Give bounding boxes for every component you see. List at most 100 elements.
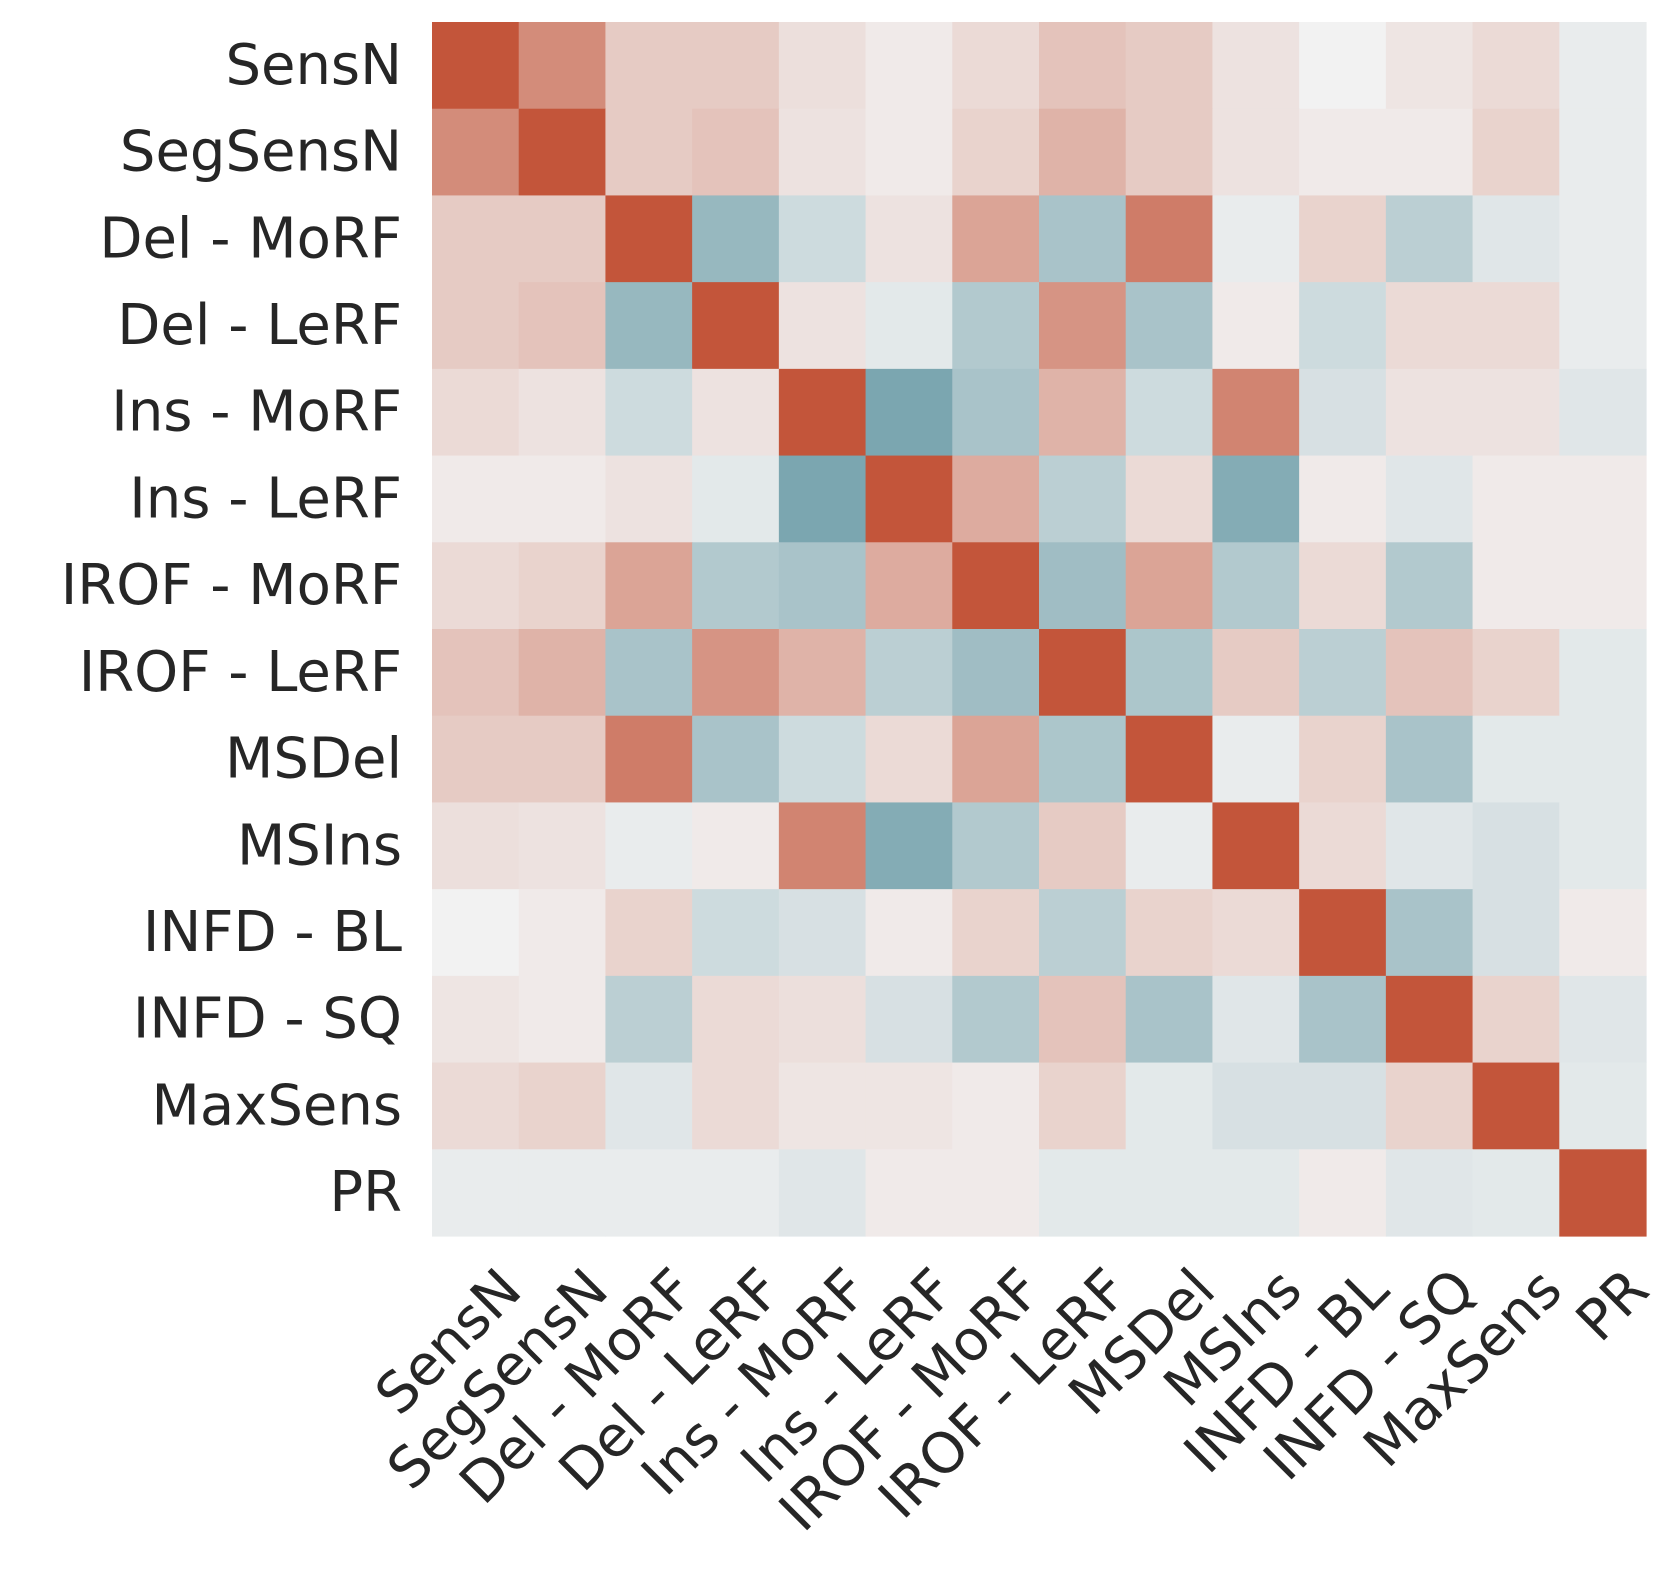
heatmap-cell-10-3 (692, 889, 780, 977)
heatmap-cell-10-11 (1385, 889, 1474, 977)
heatmap-cell-8-13 (1559, 715, 1647, 804)
heatmap-cell-7-11 (1385, 629, 1474, 717)
heatmap-cell-1-7 (1039, 108, 1127, 197)
heatmap-cell-13-0 (432, 1149, 520, 1237)
heatmap-cell-9-2 (605, 802, 693, 890)
heatmap-cell-6-11 (1385, 542, 1474, 630)
heatmap-cell-9-11 (1385, 802, 1474, 890)
heatmap-cell-9-10 (1299, 802, 1387, 890)
heatmap-cell-6-13 (1559, 542, 1647, 630)
heatmap-cell-2-5 (865, 195, 953, 283)
heatmap-cell-6-12 (1472, 542, 1560, 630)
heatmap-cell-12-11 (1385, 1062, 1474, 1150)
heatmap-cell-3-9 (1212, 282, 1300, 370)
heatmap-cell-13-7 (1039, 1149, 1127, 1237)
heatmap-cell-6-5 (865, 542, 953, 630)
heatmap-cell-9-6 (952, 802, 1040, 890)
heatmap-cell-2-1 (518, 195, 607, 283)
heatmap-cell-3-11 (1385, 282, 1474, 370)
y-tick-label: Del - MoRF (99, 206, 402, 271)
heatmap-cell-4-6 (952, 368, 1040, 457)
heatmap-cell-12-12 (1472, 1062, 1560, 1150)
heatmap-cell-7-2 (605, 629, 693, 717)
heatmap-cell-8-12 (1472, 715, 1560, 804)
y-tick-label: MaxSens (152, 1073, 402, 1138)
heatmap-cell-3-13 (1559, 282, 1647, 370)
heatmap-cell-12-10 (1299, 1062, 1387, 1150)
heatmap-cell-4-8 (1125, 368, 1214, 457)
heatmap-cell-6-3 (692, 542, 780, 630)
heatmap-cell-9-3 (692, 802, 780, 890)
heatmap-cell-9-13 (1559, 802, 1647, 890)
heatmap-cell-0-3 (692, 22, 780, 110)
heatmap-cell-5-3 (692, 455, 780, 543)
heatmap-cell-11-1 (518, 975, 607, 1064)
heatmap-cell-2-12 (1472, 195, 1560, 283)
heatmap-cell-5-1 (518, 455, 607, 543)
heatmap-cell-6-9 (1212, 542, 1300, 630)
heatmap-cell-0-6 (952, 22, 1040, 110)
heatmap-cell-0-2 (605, 22, 693, 110)
heatmap-cell-8-1 (518, 715, 607, 804)
heatmap-cell-12-1 (518, 1062, 607, 1150)
heatmap-cell-10-6 (952, 889, 1040, 977)
heatmap-cell-10-12 (1472, 889, 1560, 977)
heatmap-cell-1-13 (1559, 108, 1647, 197)
heatmap-cell-12-3 (692, 1062, 780, 1150)
heatmap-cell-4-3 (692, 368, 780, 457)
heatmap-cell-13-6 (952, 1149, 1040, 1237)
heatmap-cell-8-3 (692, 715, 780, 804)
heatmap-cell-8-5 (865, 715, 953, 804)
heatmap-cell-6-8 (1125, 542, 1214, 630)
heatmap-cell-4-12 (1472, 368, 1560, 457)
heatmap-cell-5-5 (865, 455, 953, 543)
heatmap-cell-0-8 (1125, 22, 1214, 110)
heatmap-cell-5-4 (778, 455, 867, 543)
heatmap-cell-5-10 (1299, 455, 1387, 543)
heatmap-cell-1-4 (778, 108, 867, 197)
heatmap-cell-3-3 (692, 282, 780, 370)
heatmap-cell-6-1 (518, 542, 607, 630)
x-tick-label: PR (1564, 1257, 1661, 1354)
heatmap-cell-4-11 (1385, 368, 1474, 457)
heatmap-cell-9-8 (1125, 802, 1214, 890)
heatmap-cell-4-0 (432, 368, 520, 457)
heatmap-cell-10-0 (432, 889, 520, 977)
heatmap-cell-9-12 (1472, 802, 1560, 890)
heatmap-cell-11-8 (1125, 975, 1214, 1064)
heatmap-cell-3-8 (1125, 282, 1214, 370)
heatmap-cell-7-6 (952, 629, 1040, 717)
heatmap-cell-5-11 (1385, 455, 1474, 543)
y-tick-label: PR (329, 1160, 402, 1225)
heatmap-cell-7-9 (1212, 629, 1300, 717)
heatmap-cell-1-0 (432, 108, 520, 197)
heatmap-cell-0-13 (1559, 22, 1647, 110)
heatmap-cell-8-9 (1212, 715, 1300, 804)
heatmap-cell-5-9 (1212, 455, 1300, 543)
heatmap-cell-1-11 (1385, 108, 1474, 197)
heatmap-cell-5-0 (432, 455, 520, 543)
heatmap-cell-7-12 (1472, 629, 1560, 717)
heatmap-cell-4-2 (605, 368, 693, 457)
heatmap-cell-2-4 (778, 195, 867, 283)
heatmap-cells (432, 22, 1647, 1237)
heatmap-cell-2-11 (1385, 195, 1474, 283)
heatmap-cell-3-5 (865, 282, 953, 370)
heatmap-cell-3-10 (1299, 282, 1387, 370)
heatmap-cell-5-12 (1472, 455, 1560, 543)
y-tick-label: MSIns (237, 813, 402, 878)
heatmap-cell-0-9 (1212, 22, 1300, 110)
y-tick-label: SensN (225, 33, 402, 98)
heatmap-cell-10-8 (1125, 889, 1214, 977)
heatmap-cell-11-7 (1039, 975, 1127, 1064)
heatmap-cell-8-0 (432, 715, 520, 804)
heatmap-cell-10-1 (518, 889, 607, 977)
heatmap-cell-11-5 (865, 975, 953, 1064)
heatmap-cell-4-13 (1559, 368, 1647, 457)
heatmap-cell-2-6 (952, 195, 1040, 283)
heatmap-cell-7-5 (865, 629, 953, 717)
heatmap-cell-3-4 (778, 282, 867, 370)
heatmap-cell-8-10 (1299, 715, 1387, 804)
